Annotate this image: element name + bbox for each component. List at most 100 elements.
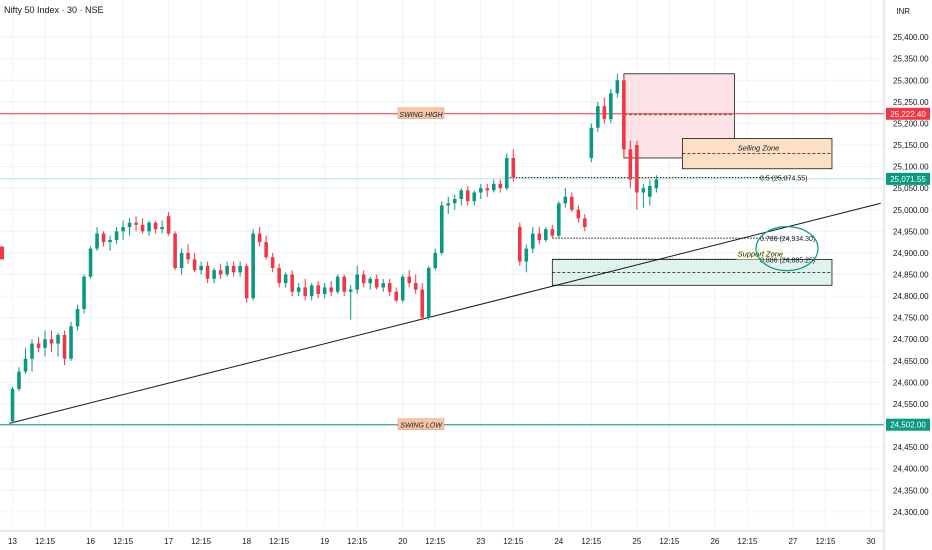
y-tick-label: 25,050.00 xyxy=(893,184,929,193)
y-tick-label: 25,250.00 xyxy=(893,98,929,107)
candle-body xyxy=(576,209,581,219)
x-tick-label: 13 xyxy=(8,537,17,546)
candle-body xyxy=(511,157,516,178)
candle-body xyxy=(381,283,386,288)
candle-body xyxy=(88,248,93,277)
candle-body xyxy=(108,239,112,243)
x-tick-label: 20 xyxy=(398,537,407,546)
chart-title: Nifty 50 Index · 30 · NSE xyxy=(4,5,104,15)
currency-label: INR xyxy=(896,7,910,16)
candle-body xyxy=(121,227,125,232)
candle-body xyxy=(615,80,620,94)
current-price-badge: 25,071.55 xyxy=(890,175,926,184)
candle-body xyxy=(134,222,138,225)
candle-body xyxy=(101,233,106,243)
candles xyxy=(0,73,659,424)
candle-body xyxy=(563,196,568,204)
candle-body xyxy=(407,276,412,284)
candle-body xyxy=(251,233,255,299)
y-tick-label: 25,200.00 xyxy=(893,119,929,128)
candle-body xyxy=(485,188,490,191)
candle-body xyxy=(439,205,444,253)
candle-body xyxy=(531,233,535,249)
candle-body xyxy=(290,274,294,292)
candle-body xyxy=(596,106,600,128)
candle-body xyxy=(602,106,607,120)
candle-body xyxy=(127,222,132,228)
x-tick-label: 17 xyxy=(164,537,173,546)
y-tick-label: 25,400.00 xyxy=(893,33,929,42)
candle-body xyxy=(570,196,574,210)
candle-body xyxy=(537,233,542,240)
y-tick-label: 25,150.00 xyxy=(893,141,929,150)
candle-body xyxy=(17,371,21,389)
candle-body xyxy=(218,270,223,275)
fib-highlight-ellipse xyxy=(755,226,819,272)
x-tick-label: 24 xyxy=(554,537,563,546)
swing-low-label: SWING LOW xyxy=(400,423,443,430)
candle-body xyxy=(283,274,288,284)
candle-body xyxy=(322,287,327,294)
swing-high-price-badge-bg xyxy=(886,107,930,120)
y-tick-label: 24,900.00 xyxy=(893,249,929,258)
y-tick-label: 24,300.00 xyxy=(893,508,929,517)
candle-body xyxy=(472,192,477,202)
candle-body xyxy=(69,326,73,359)
swing-high-price-badge: 25,222.40 xyxy=(890,110,926,119)
y-tick-label: 24,350.00 xyxy=(893,486,929,495)
y-tick-label: 24,950.00 xyxy=(893,227,929,236)
x-tick-label: 12:15 xyxy=(425,537,446,546)
x-tick-label: 12:15 xyxy=(581,537,602,546)
candle-body xyxy=(654,179,659,189)
candle-body xyxy=(329,287,333,292)
candle-body xyxy=(186,252,190,260)
y-tick-label: 24,750.00 xyxy=(893,314,929,323)
candle-body xyxy=(420,289,425,318)
x-tick-label: 12:15 xyxy=(347,537,368,546)
candle-body xyxy=(316,285,320,294)
candle-body xyxy=(30,343,34,359)
x-tick-label: 12:15 xyxy=(113,537,134,546)
x-tick-label: 12:15 xyxy=(191,537,212,546)
selling-zone xyxy=(681,138,833,170)
candle-body xyxy=(56,334,60,344)
x-tick-label: 16 xyxy=(86,537,95,546)
candle-body xyxy=(264,242,268,258)
y-tick-label: 24,600.00 xyxy=(893,378,929,387)
candle-body xyxy=(199,265,203,271)
candle-body xyxy=(368,278,372,284)
zones xyxy=(551,73,833,286)
swing-high-label: SWING HIGH xyxy=(399,112,443,119)
candle-body xyxy=(257,233,262,243)
candle-body xyxy=(459,190,464,199)
x-tick-label: 12:15 xyxy=(815,537,836,546)
candle-body xyxy=(648,186,652,197)
candle-body xyxy=(296,287,301,292)
y-tick-label: 24,850.00 xyxy=(893,271,929,280)
y-tick-label: 24,450.00 xyxy=(893,443,929,452)
annotations: SWING HIGH SWING LOW Selling Zone Support Z… xyxy=(397,107,819,430)
candle-body xyxy=(23,358,28,372)
y-tick-label: 24,550.00 xyxy=(893,400,929,409)
candle-body xyxy=(160,227,164,230)
x-tick-label: 30 xyxy=(867,537,876,546)
candle-body xyxy=(309,285,314,297)
support-zone-label-bg xyxy=(736,248,784,260)
fib-label: 0.5 (25,074.55) xyxy=(760,176,807,183)
candle-body xyxy=(225,265,229,275)
x-tick-label: 18 xyxy=(242,537,251,546)
candle-body xyxy=(147,222,151,232)
trend-line xyxy=(9,202,881,424)
x-tick-label: 12:15 xyxy=(35,537,56,546)
candle-body xyxy=(75,309,80,327)
swing-low-price-badge-bg xyxy=(886,418,930,431)
candle-body xyxy=(609,93,613,120)
candle-body xyxy=(387,283,392,292)
swing-high-label-bg xyxy=(397,107,445,120)
candle-body xyxy=(374,278,379,288)
candle-body xyxy=(400,276,405,301)
y-tick-label: 24,700.00 xyxy=(893,335,929,344)
candle-body xyxy=(544,229,548,240)
